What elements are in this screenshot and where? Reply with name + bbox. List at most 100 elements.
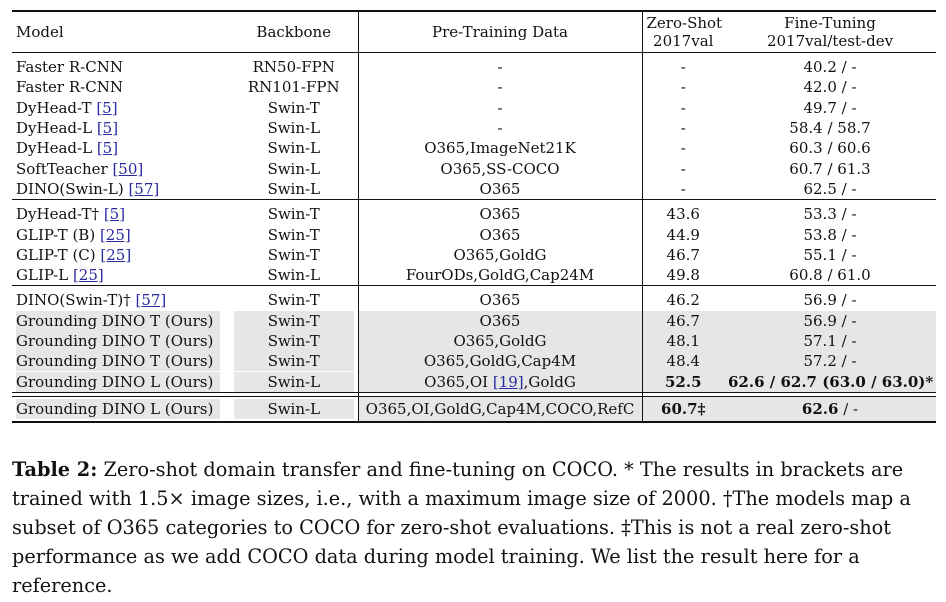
citation-link[interactable]: [25] [72, 266, 104, 285]
spacer-row [12, 392, 936, 397]
cell-pretraining: O365,GoldG,Cap4M [357, 351, 642, 372]
cell-zeroshot: 48.1 [641, 330, 724, 352]
table-row: DyHead-T [5] Swin-T - - 49.7 / - [12, 97, 936, 118]
model-name: Grounding DINO T (Ours) [16, 331, 220, 351]
model-name: DINO(Swin-L) [16, 179, 129, 198]
group-closed-set: Faster R-CNN RN50-FPN - - 40.2 / - Faste… [12, 52, 936, 200]
cell-pretraining: O365,SS-COCO [357, 158, 642, 179]
cell-backbone: Swin-T [267, 225, 320, 244]
cell-finetune: 57.1 / - [724, 330, 936, 352]
caption-text: Zero-shot domain transfer and fine-tunin… [12, 458, 911, 597]
finetune-best: 62.6 [801, 399, 839, 418]
cell-pretraining: O365,ImageNet21K [357, 138, 642, 159]
citation-link[interactable]: [5] [103, 205, 126, 224]
cell-model: DyHead-L [5] [12, 138, 230, 158]
cell-finetune: 60.3 / 60.6 [789, 139, 871, 158]
model-name: DyHead-T [16, 98, 97, 117]
citation-link[interactable]: [50] [112, 159, 144, 178]
results-table-container: Model Backbone Pre-Training Data Zero-Sh… [12, 10, 936, 423]
header-zeroshot-line2: 2017val [653, 32, 714, 50]
cell-zeroshot: 60.7‡ [641, 396, 724, 423]
data-part: ,GoldG [523, 372, 576, 391]
header-row: Model Backbone Pre-Training Data Zero-Sh… [12, 11, 936, 53]
cell-pretraining: - [357, 77, 642, 98]
cell-backbone: Swin-L [230, 396, 358, 423]
model-name: GLIP-T (C) [16, 245, 101, 264]
cell-model: DINO(Swin-T)† [57] [12, 286, 230, 311]
citation-link[interactable]: [5] [96, 98, 118, 117]
cell-zeroshot: 48.4 [641, 351, 724, 372]
table-header: Model Backbone Pre-Training Data Zero-Sh… [12, 11, 936, 53]
cell-backbone: Swin-L [267, 179, 321, 198]
group-gap [12, 392, 936, 397]
cell-zeroshot: 49.8 [641, 264, 724, 286]
cell-zeroshot: - [641, 97, 724, 118]
cell-pretraining: O365,GoldG [357, 244, 642, 265]
cell-pretraining: - [357, 97, 642, 118]
cell-finetune: 62.6 / - [724, 396, 936, 423]
cell-zeroshot: - [641, 138, 724, 159]
backbone-name: Swin-T [234, 331, 354, 351]
backbone-name: Swin-L [234, 371, 354, 392]
citation-link[interactable]: [5] [96, 139, 119, 158]
table-row-ours: Grounding DINO T (Ours) Swin-T O365,Gold… [12, 330, 936, 352]
group-grounding-dino: DINO(Swin-T)† [57] Swin-T O365 46.2 56.9… [12, 285, 936, 393]
cell-model: GLIP-L [25] [12, 265, 230, 286]
cell-zeroshot-best: 52.5 [641, 371, 724, 393]
citation-link[interactable]: [5] [96, 119, 119, 138]
citation-link[interactable]: [25] [99, 225, 131, 244]
model-name: Faster R-CNN [16, 78, 123, 97]
header-finetune-line2: 2017val/test-dev [766, 32, 894, 50]
spacer-cell [641, 392, 724, 397]
cell-model: Grounding DINO L (Ours) [12, 396, 230, 423]
cell-zeroshot: - [641, 52, 724, 78]
cell-model: Grounding DINO T (Ours) [12, 331, 230, 351]
model-name: DyHead-L [16, 139, 97, 158]
cell-backbone: Swin-T [267, 245, 320, 264]
cell-zeroshot: 46.7 [641, 244, 724, 265]
cell-zeroshot: 44.9 [641, 224, 724, 245]
spacer-cell [724, 392, 936, 397]
finetune-rest: / - [838, 399, 859, 418]
cell-backbone: Swin-T [267, 98, 320, 117]
cell-model: SoftTeacher [50] [12, 158, 230, 178]
cell-model: Grounding DINO L (Ours) [12, 371, 230, 392]
cell-model: Faster R-CNN [12, 77, 230, 97]
cell-backbone: Swin-T [230, 331, 358, 351]
table-row: Faster R-CNN RN101-FPN - - 42.0 / - [12, 77, 936, 98]
cell-finetune-best: 62.6 / 62.7 (63.0 / 63.0)* [724, 371, 936, 393]
model-name: Grounding DINO L (Ours) [16, 371, 220, 392]
caption-label: Table 2: [12, 458, 98, 481]
cell-finetune: 58.4 / 58.7 [789, 119, 871, 138]
cell-zeroshot: - [641, 178, 724, 200]
header-zeroshot-line1: Zero-Shot [646, 14, 723, 32]
citation-link[interactable]: [57] [135, 291, 167, 310]
citation-link[interactable]: [57] [128, 179, 160, 198]
cell-model: GLIP-T (C) [25] [12, 245, 230, 265]
citation-link[interactable]: [19] [492, 372, 524, 391]
cell-pretraining: O365 [357, 224, 642, 245]
model-name: DyHead-L [16, 119, 97, 138]
cell-backbone: Swin-T [267, 205, 320, 224]
cell-model: Faster R-CNN [12, 53, 230, 78]
table-row: GLIP-T (C) [25] Swin-T O365,GoldG 46.7 5… [12, 244, 936, 265]
header-finetune: Fine-Tuning 2017val/test-dev [724, 11, 936, 53]
cell-backbone: Swin-L [267, 139, 321, 158]
cell-zeroshot: 46.7 [641, 310, 724, 331]
cell-backbone: Swin-L [267, 266, 321, 285]
backbone-name: Swin-T [234, 310, 354, 331]
model-name: Grounding DINO T (Ours) [16, 310, 220, 331]
header-backbone: Backbone [256, 23, 332, 41]
cell-zeroshot: 43.6 [641, 199, 724, 225]
table-row-ours-coco: Grounding DINO L (Ours) Swin-L O365,OI,G… [12, 396, 936, 423]
cell-finetune: 55.1 / - [803, 245, 857, 264]
table-row: DINO(Swin-T)† [57] Swin-T O365 46.2 56.9… [12, 285, 936, 311]
cell-model: DyHead-L [5] [12, 118, 230, 138]
cell-backbone: Swin-T [267, 291, 320, 310]
table-row-ours: Grounding DINO T (Ours) Swin-T O365 46.7… [12, 310, 936, 331]
table-caption: Table 2: Zero-shot domain transfer and f… [12, 455, 936, 600]
citation-link[interactable]: [25] [100, 245, 132, 264]
cell-backbone: Swin-L [230, 371, 358, 392]
cell-backbone: Swin-L [267, 119, 321, 138]
table-row: GLIP-T (B) [25] Swin-T O365 44.9 53.8 / … [12, 224, 936, 245]
